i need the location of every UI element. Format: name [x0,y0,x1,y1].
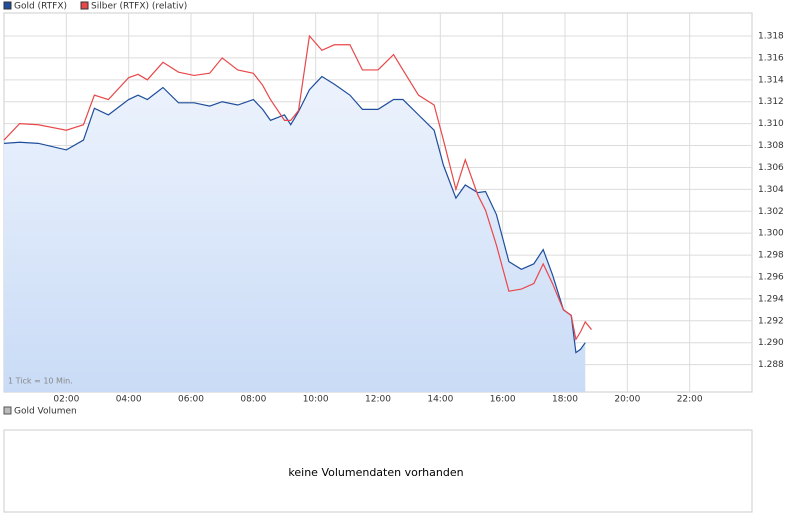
y-tick-label: 1.310 [758,119,784,129]
y-tick-label: 1.304 [758,185,784,195]
legend-label: Silber (RTFX) (relativ) [91,2,187,12]
annotation: 1 Tick = 10 Min. [8,377,73,386]
volume-message: keine Volumendaten vorhanden [288,466,463,479]
volume-frame [3,429,753,513]
legend-label: Gold Volumen [14,407,77,417]
y-tick-label: 1.298 [758,251,784,261]
y-tick-label: 1.300 [758,229,784,239]
x-tick-label: 22:00 [677,395,703,405]
legend-swatch [3,1,12,10]
y-tick-label: 1.312 [758,97,784,107]
y-tick-label: 1.288 [758,360,784,370]
x-tick-label: 06:00 [178,395,204,405]
y-tick-label: 1.292 [758,316,784,326]
marks [3,34,592,392]
x-tick-label: 14:00 [427,395,453,405]
x-tick-label: 18:00 [552,395,578,405]
x-tick-label: 12:00 [365,395,391,405]
y-tick-label: 1.308 [758,141,784,151]
x-tick-label: 04:00 [116,395,142,405]
x-tick-label: 08:00 [240,395,266,405]
y-tick-label: 1.290 [758,338,784,348]
legend-swatch [3,406,12,415]
area [4,76,586,392]
y-tick-label: 1.294 [758,294,784,304]
x-tick-label: 20:00 [614,395,640,405]
y-tick-label: 1.302 [758,207,784,217]
x-tick-label: 10:00 [303,395,329,405]
x-tick-label: 02:00 [53,395,79,405]
legend-label: Gold (RTFX) [14,2,67,12]
labels: 1.288 1.290 1.292 1.294 1.296 1.298 1.300 1.302… [53,32,784,405]
y-tick-label: 1.316 [758,53,784,63]
y-tick-label: 1.296 [758,272,784,282]
y-tick-label: 1.306 [758,163,784,173]
y-tick-label: 1.314 [758,75,784,85]
x-tick-label: 16:00 [490,395,516,405]
line [3,75,586,354]
line [3,34,592,342]
y-tick-label: 1.318 [758,32,784,42]
legend-swatch [80,1,89,10]
